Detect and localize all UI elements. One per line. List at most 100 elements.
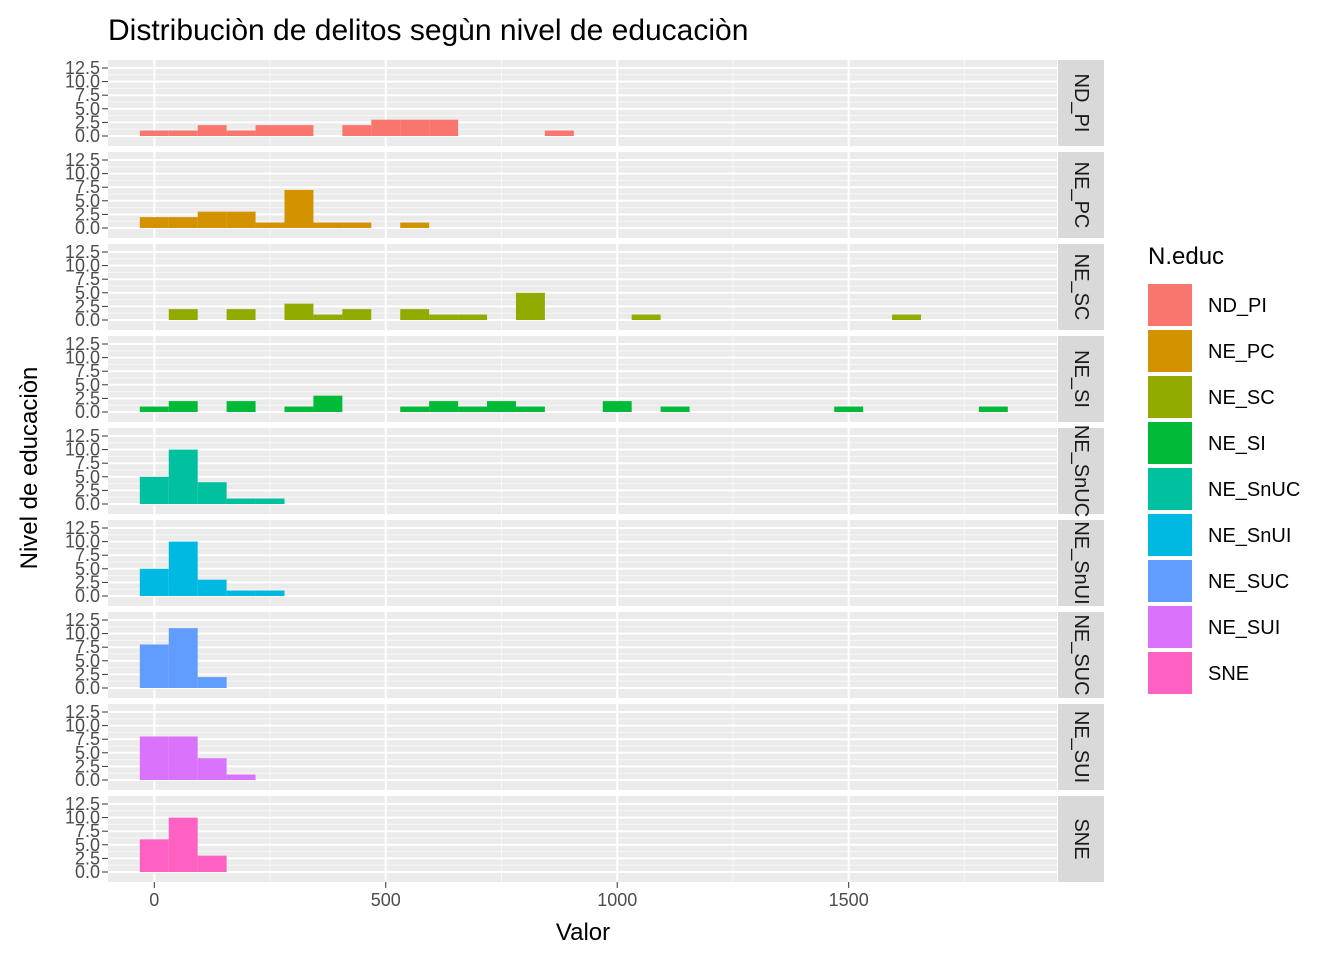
histogram-bar (342, 222, 372, 228)
legend-label: NE_SnUI (1208, 525, 1291, 547)
legend-label: ND_PI (1208, 295, 1267, 317)
legend-label: SNE (1208, 663, 1249, 685)
histogram-bar (168, 309, 198, 320)
y-tick-label: 5.0 (75, 651, 100, 671)
x-axis: 0 500 1000 1500 (149, 882, 869, 910)
histogram-bar (544, 130, 574, 136)
y-tick-label: 10.0 (65, 716, 100, 736)
y-tick-label: 7.5 (75, 637, 100, 657)
legend-item: NE_SnUC (1148, 468, 1300, 510)
y-tick-label: 2.5 (75, 756, 100, 776)
histogram-bar (602, 401, 632, 412)
facet-strip: NE_SC (1058, 244, 1104, 330)
y-tick-label: 5.0 (75, 467, 100, 487)
y-tick-label: 2.5 (75, 572, 100, 592)
strip-label: ND_PI (1070, 74, 1092, 133)
facet-strip: ND_PI (1058, 60, 1104, 146)
histogram-bar (139, 736, 169, 780)
legend: N.educ ND_PI NE_PC NE_SC NE_SI NE_SnUC NE_SnU… (1148, 243, 1300, 694)
legend-swatch (1148, 376, 1192, 418)
y-tick-label: 10.0 (65, 808, 100, 828)
y-tick-label: 0.0 (75, 586, 100, 606)
histogram-bar (168, 541, 198, 596)
facet-strip: NE_SnUC (1058, 425, 1104, 517)
y-tick-label: 12.5 (65, 150, 100, 170)
strip-background (1058, 704, 1104, 790)
legend-label: NE_SUC (1208, 571, 1289, 593)
y-tick-label: 2.5 (75, 296, 100, 316)
y-tick-label: 2.5 (75, 480, 100, 500)
x-tick-label: 500 (371, 890, 401, 910)
legend-swatch (1148, 284, 1192, 326)
strip-background (1058, 152, 1104, 238)
y-tick-label: 2.5 (75, 204, 100, 224)
legend-item: NE_PC (1148, 330, 1275, 372)
chart-title: Distribuciòn de delitos segùn nivel de e… (108, 14, 748, 47)
histogram-bar (978, 406, 1008, 412)
y-tick-label: 7.5 (75, 177, 100, 197)
histogram-bar (197, 855, 227, 872)
histogram-bar (458, 314, 488, 320)
histogram-bar (168, 817, 198, 872)
y-tick-label: 0.0 (75, 678, 100, 698)
facet-panel: 0.02.55.07.510.012.5 NE_SI (65, 334, 1104, 422)
x-axis-title: Valor (556, 919, 610, 946)
y-tick-label: 10.0 (65, 164, 100, 184)
legend-swatch (1148, 652, 1192, 694)
legend-swatch (1148, 560, 1192, 602)
legend-item: NE_SI (1148, 422, 1266, 464)
legend-swatch (1148, 468, 1192, 510)
facet-panel: 0.02.55.07.510.012.5 NE_PC (65, 150, 1104, 238)
y-tick-label: 12.5 (65, 242, 100, 262)
facet-panel: 0.02.55.07.510.012.5 ND_PI (65, 58, 1104, 146)
histogram-bar (226, 130, 256, 136)
y-tick-label: 0.0 (75, 494, 100, 514)
facet-strip: SNE (1058, 796, 1104, 882)
y-tick-label: 12.5 (65, 518, 100, 538)
strip-background (1058, 796, 1104, 882)
histogram-bar (139, 644, 169, 688)
histogram-bar (197, 211, 227, 228)
legend-item: NE_SnUI (1148, 514, 1291, 556)
y-tick-label: 2.5 (75, 848, 100, 868)
panel-background (108, 612, 1057, 698)
histogram-bar (313, 314, 343, 320)
histogram-bar (834, 406, 864, 412)
strip-background (1058, 60, 1104, 146)
legend-label: NE_SC (1208, 387, 1275, 409)
histogram-bar (515, 406, 545, 412)
strip-label: NE_SnUC (1070, 425, 1092, 517)
strip-background (1058, 428, 1104, 514)
histogram-bar (660, 406, 690, 412)
strip-label: NE_SI (1070, 350, 1092, 408)
histogram-bar (255, 498, 285, 504)
histogram-bar (197, 125, 227, 136)
y-tick-label: 12.5 (65, 334, 100, 354)
histogram-bar (197, 758, 227, 780)
legend-label: NE_SI (1208, 433, 1266, 455)
strip-label: NE_SC (1070, 254, 1092, 321)
y-tick-label: 0.0 (75, 862, 100, 882)
histogram-bar (400, 119, 430, 136)
y-tick-label: 7.5 (75, 361, 100, 381)
legend-item: ND_PI (1148, 284, 1267, 326)
facet-panel: 0.02.55.07.510.012.5 NE_SC (65, 242, 1104, 330)
y-tick-label: 12.5 (65, 426, 100, 446)
histogram-bar (168, 217, 198, 228)
facet-panels: 0.02.55.07.510.012.5ND_PI0.02.55.07.510.… (65, 58, 1104, 882)
histogram-bar (284, 303, 314, 320)
y-tick-label: 7.5 (75, 821, 100, 841)
legend-label: NE_SnUC (1208, 479, 1300, 501)
y-tick-label: 0.0 (75, 402, 100, 422)
facet-strip: NE_SUC (1058, 612, 1104, 698)
histogram-bar (168, 628, 198, 688)
legend-swatch (1148, 330, 1192, 372)
histogram-bar (631, 314, 661, 320)
y-tick-label: 7.5 (75, 85, 100, 105)
histogram-bar (226, 774, 256, 780)
legend-swatch (1148, 606, 1192, 648)
y-tick-label: 12.5 (65, 702, 100, 722)
y-tick-label: 0.0 (75, 218, 100, 238)
x-tick-label: 1000 (597, 890, 637, 910)
